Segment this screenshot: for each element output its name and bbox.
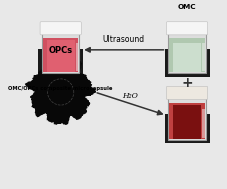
Bar [168, 38, 204, 72]
Bar [168, 103, 204, 139]
FancyBboxPatch shape [42, 26, 79, 73]
FancyBboxPatch shape [166, 22, 207, 35]
Text: OPCs: OPCs [48, 46, 72, 54]
FancyBboxPatch shape [166, 86, 207, 99]
Bar [172, 43, 200, 72]
FancyBboxPatch shape [164, 114, 209, 143]
FancyBboxPatch shape [168, 26, 205, 73]
Text: +: + [180, 76, 192, 90]
FancyBboxPatch shape [164, 49, 209, 77]
Text: OMC/OPCs composite microcapsule: OMC/OPCs composite microcapsule [8, 86, 112, 91]
FancyBboxPatch shape [38, 49, 83, 77]
FancyBboxPatch shape [40, 22, 81, 35]
Bar [43, 38, 78, 72]
Text: Ultrasound: Ultrasound [102, 35, 144, 44]
FancyBboxPatch shape [168, 91, 205, 140]
Bar [75, 43, 78, 71]
Text: H₂O: H₂O [122, 92, 138, 100]
Bar [201, 43, 204, 71]
Text: OMC: OMC [177, 4, 195, 10]
Bar [172, 105, 200, 139]
Polygon shape [26, 58, 95, 125]
Bar [201, 109, 204, 138]
Bar [47, 40, 74, 72]
